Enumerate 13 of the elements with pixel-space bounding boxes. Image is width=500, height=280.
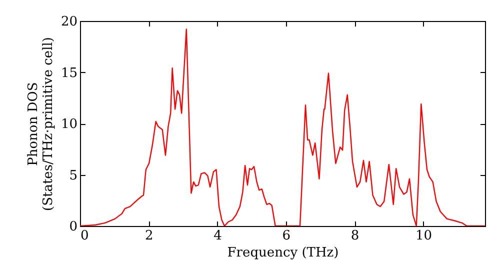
x-tick-label: 2 [145,228,154,244]
line-series [80,28,485,226]
x-tick-label: 10 [415,228,432,244]
y-axis-title: Phonon DOS (States/THz·primitive cell) [26,36,56,212]
x-tick-label: 8 [350,228,360,244]
x-axis-title: Frequency (THz) [227,246,339,260]
y-tick-label: 20 [60,14,78,30]
y-tick-label: 15 [60,66,78,81]
x-tick-label: 6 [282,228,291,244]
y-tick-label: 5 [69,168,78,184]
y-tick-label: 10 [60,117,78,132]
x-tick-label: 4 [214,228,222,244]
x-tick-label: 0 [80,228,89,244]
